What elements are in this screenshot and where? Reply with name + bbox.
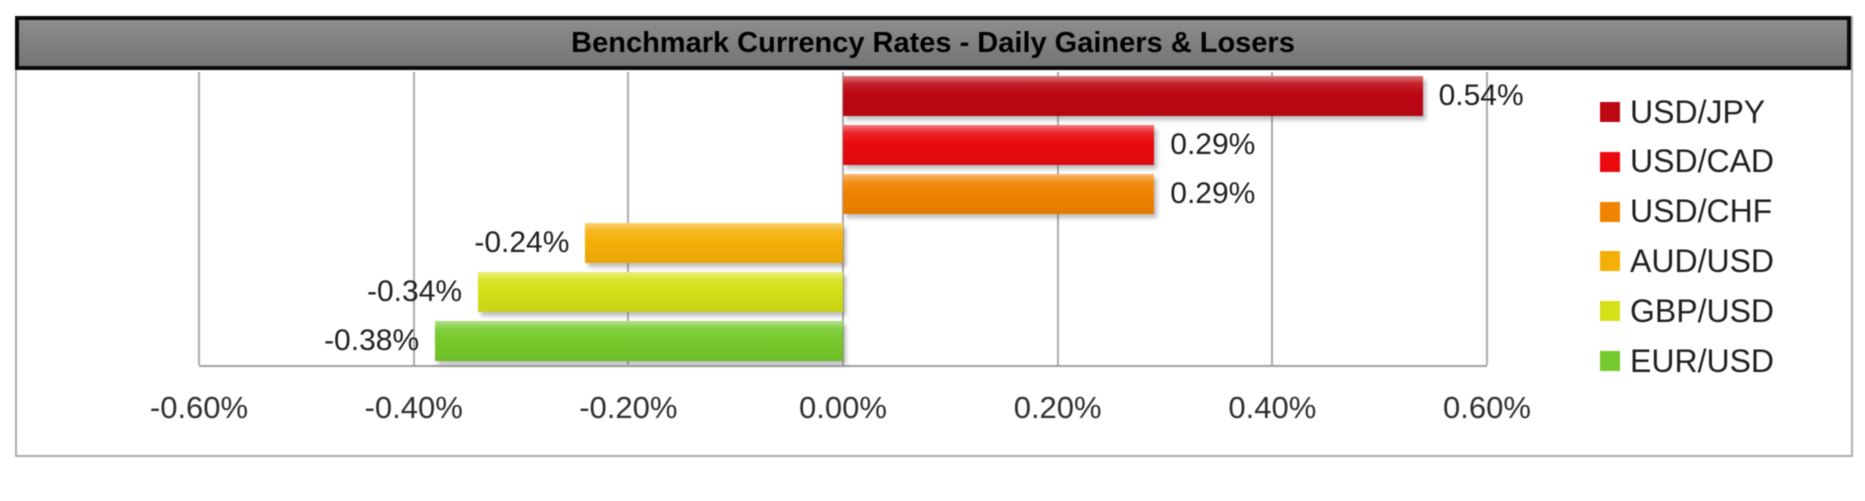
gridline (627, 72, 630, 365)
bar-value-label: 0.54% (1438, 79, 1524, 113)
bar-value-label: -0.38% (324, 323, 420, 357)
bar-eur-usd (435, 320, 843, 361)
bar-value-label: 0.29% (1170, 177, 1256, 211)
gridline (1056, 72, 1059, 365)
bar-value-label: -0.34% (367, 274, 463, 308)
legend-swatch-icon (1600, 301, 1620, 322)
legend-item-usd-chf: USD/CHF (1600, 190, 1772, 234)
x-tick-label: -0.60% (149, 390, 249, 425)
x-tick-label: -0.40% (364, 390, 463, 425)
legend: USD/JPY USD/CAD USD/CHF AUD/USD GBP/USD EUR/U… (1600, 18, 1850, 438)
x-axis: -0.60% -0.40% -0.20% 0.00% 0.20% 0.40% 0.60% (150, 390, 1531, 430)
bar-gbp-usd (478, 271, 843, 312)
legend-label: AUD/USD (1630, 242, 1775, 279)
x-tick-label: 0.20% (1013, 390, 1102, 425)
chart-panel: Benchmark Currency Rates - Daily Gainers… (15, 16, 1853, 457)
legend-label: USD/CHF (1630, 193, 1773, 230)
legend-item-usd-jpy: USD/JPY (1600, 90, 1765, 134)
x-tick-label: 0.00% (799, 390, 887, 425)
chart-title-bar: Benchmark Currency Rates - Daily Gainers… (15, 16, 1851, 70)
legend-item-usd-cad: USD/CAD (1600, 140, 1774, 184)
bar-value-label: -0.24% (474, 225, 570, 259)
gridline (1271, 72, 1274, 365)
legend-label: GBP/USD (1630, 292, 1775, 329)
gridline (412, 72, 415, 365)
gridline (842, 72, 844, 365)
legend-swatch-icon (1600, 251, 1620, 272)
legend-label: USD/CAD (1630, 143, 1775, 180)
x-tick-label: -0.20% (579, 390, 678, 425)
bar-usd-jpy (843, 76, 1423, 117)
legend-item-aud-usd: AUD/USD (1600, 239, 1774, 283)
bar-usd-chf (843, 174, 1155, 215)
x-tick-label: 0.60% (1443, 390, 1531, 425)
legend-swatch-icon (1600, 351, 1620, 371)
plot-area: 0.54% 0.29% 0.29% -0.24% -0.34% -0.38% (198, 72, 1524, 367)
bar-aud-usd (585, 222, 843, 263)
x-tick-label: 0.40% (1228, 390, 1317, 425)
legend-label: USD/JPY (1630, 93, 1766, 130)
legend-item-gbp-usd: GBP/USD (1600, 289, 1774, 333)
chart-title: Benchmark Currency Rates - Daily Gainers… (571, 26, 1295, 59)
bar-usd-cad (843, 125, 1155, 166)
gridline (198, 72, 200, 365)
gridline (1486, 72, 1488, 365)
legend-swatch-icon (1600, 151, 1620, 172)
bar-value-label: 0.29% (1170, 128, 1256, 162)
legend-item-eur-usd: EUR/USD (1600, 339, 1774, 383)
legend-swatch-icon (1600, 201, 1620, 222)
legend-label: EUR/USD (1630, 342, 1775, 379)
legend-swatch-icon (1600, 102, 1620, 122)
